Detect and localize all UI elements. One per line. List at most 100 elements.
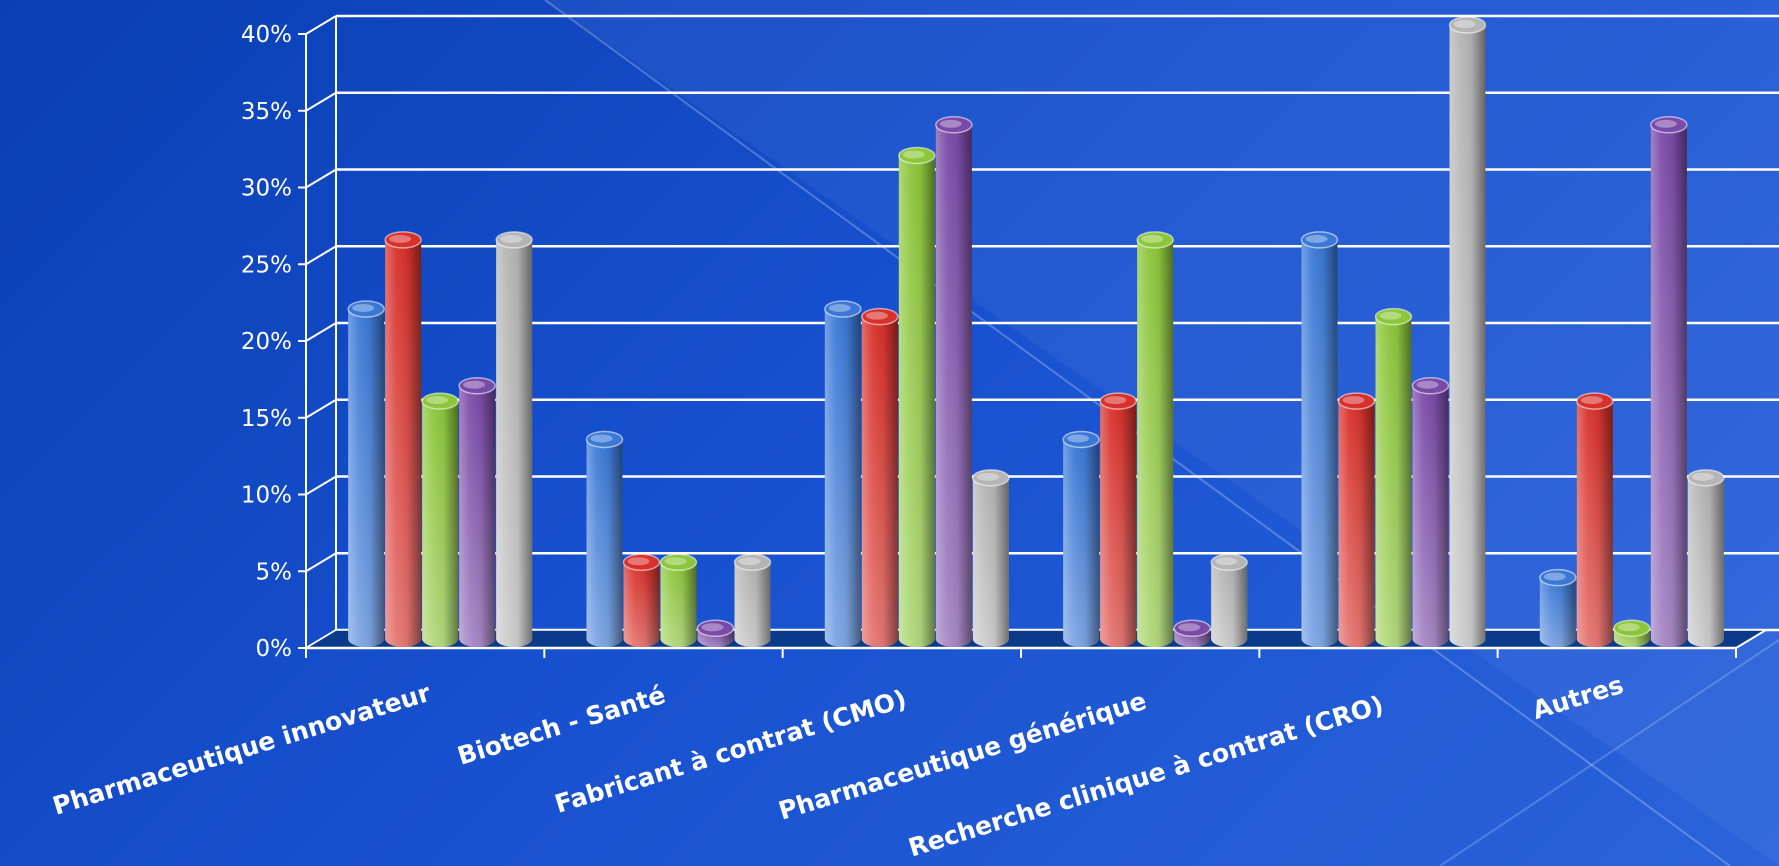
bar-shading (1137, 239, 1174, 647)
bar-cap (1613, 619, 1651, 638)
bar (898, 146, 936, 647)
bar-shading (861, 316, 898, 647)
bar-cap (733, 553, 772, 571)
bar-cap (935, 116, 973, 134)
y-tick-label: 30% (241, 176, 292, 202)
bar-cap (622, 553, 661, 571)
bar-shading (972, 477, 1009, 647)
bar-cap-highlight (865, 311, 888, 320)
bar-shading (734, 562, 771, 647)
bar (1411, 376, 1450, 647)
bar-cap-highlight (1141, 234, 1164, 243)
bar-cap-highlight (1342, 396, 1365, 405)
bar-shading (824, 308, 861, 647)
bar-shading (586, 439, 623, 647)
bar (1576, 392, 1614, 647)
bar-shading (422, 401, 459, 647)
bar-cap-highlight (1691, 472, 1714, 481)
bar-cap-highlight (1305, 234, 1328, 243)
bar-cap (1099, 392, 1137, 410)
bar-shading (1412, 385, 1449, 647)
bar-cap (1539, 568, 1577, 587)
bar (622, 553, 661, 647)
bar-shading (1301, 239, 1338, 647)
bar (1687, 469, 1725, 647)
y-tick-label: 20% (241, 329, 292, 355)
y-tick-label: 35% (241, 99, 292, 125)
bar-cap (1687, 469, 1725, 487)
bar-cap (1448, 16, 1487, 34)
bar-cap (1300, 231, 1339, 249)
gridline-connector (305, 168, 337, 189)
bar (1099, 392, 1137, 647)
bar-cap (458, 376, 496, 395)
gridline-connector (305, 322, 337, 342)
bar-shading (660, 562, 697, 647)
bar (1613, 619, 1651, 647)
bar-cap-highlight (828, 303, 851, 312)
bar-cap (696, 619, 735, 638)
bar (733, 553, 772, 647)
bar-shading (1449, 25, 1486, 647)
bar (1062, 430, 1100, 647)
bar-cap-highlight (976, 472, 999, 481)
bar-cap-highlight (1543, 572, 1566, 581)
bar (1173, 619, 1211, 647)
bar-cap-highlight (664, 557, 687, 566)
bar-cap-highlight (738, 557, 761, 566)
bar-cap (659, 553, 698, 571)
bar-cap-highlight (389, 234, 412, 243)
bar (972, 469, 1010, 647)
bar-cap-highlight (701, 623, 724, 632)
bar-cap-highlight (426, 396, 449, 405)
bar-shading (1100, 401, 1137, 647)
y-tick-label: 15% (241, 406, 292, 432)
gridline-connector (305, 245, 337, 266)
bar-shading (496, 239, 533, 647)
bar-cap (495, 231, 533, 249)
bar-cap-highlight (1453, 20, 1476, 28)
bar (1210, 553, 1248, 647)
bar-shading (1375, 316, 1412, 647)
bar-cap-highlight (590, 434, 613, 443)
bar (861, 307, 899, 647)
bar-cap-highlight (1215, 557, 1238, 566)
floor-edge (1735, 629, 1767, 649)
bar (935, 116, 973, 647)
bar-shading (459, 385, 496, 647)
y-tick-label: 40% (241, 22, 292, 48)
x-tick-label: Recherche clinique à contrat (CRO) (905, 690, 1387, 862)
bar-shading (348, 308, 385, 647)
bar (696, 619, 735, 647)
x-tick-label: Pharmaceutique innovateur (49, 678, 434, 821)
bar-cap (1210, 553, 1248, 571)
bar-cap-highlight (939, 119, 962, 128)
grid (305, 14, 1779, 649)
bar (1300, 231, 1339, 647)
gridline-connector (305, 91, 337, 112)
bar-cap (898, 146, 936, 165)
bar-cap-highlight (902, 150, 925, 159)
bar-cap-highlight (1178, 623, 1201, 632)
bar (1539, 568, 1577, 647)
bar-cap-highlight (1379, 311, 1402, 320)
bar-shading (1063, 439, 1100, 647)
bar-cap-highlight (1654, 119, 1677, 128)
bar-shading (1687, 477, 1724, 647)
bar (1337, 392, 1376, 647)
bars (347, 16, 1725, 647)
bar-cap (824, 300, 862, 318)
background-diagonal-line (1439, 639, 1779, 866)
bar (1374, 307, 1413, 647)
bar (347, 300, 385, 647)
bar-shading (1650, 124, 1687, 647)
bar-shading (1211, 562, 1248, 647)
bar-shading (1338, 401, 1375, 647)
bar (384, 231, 422, 647)
y-tick-label: 25% (241, 252, 292, 278)
bar-cap-highlight (352, 303, 375, 312)
bar-cap (1650, 116, 1688, 134)
y-tick-label: 5% (256, 559, 293, 585)
bar (458, 376, 496, 647)
